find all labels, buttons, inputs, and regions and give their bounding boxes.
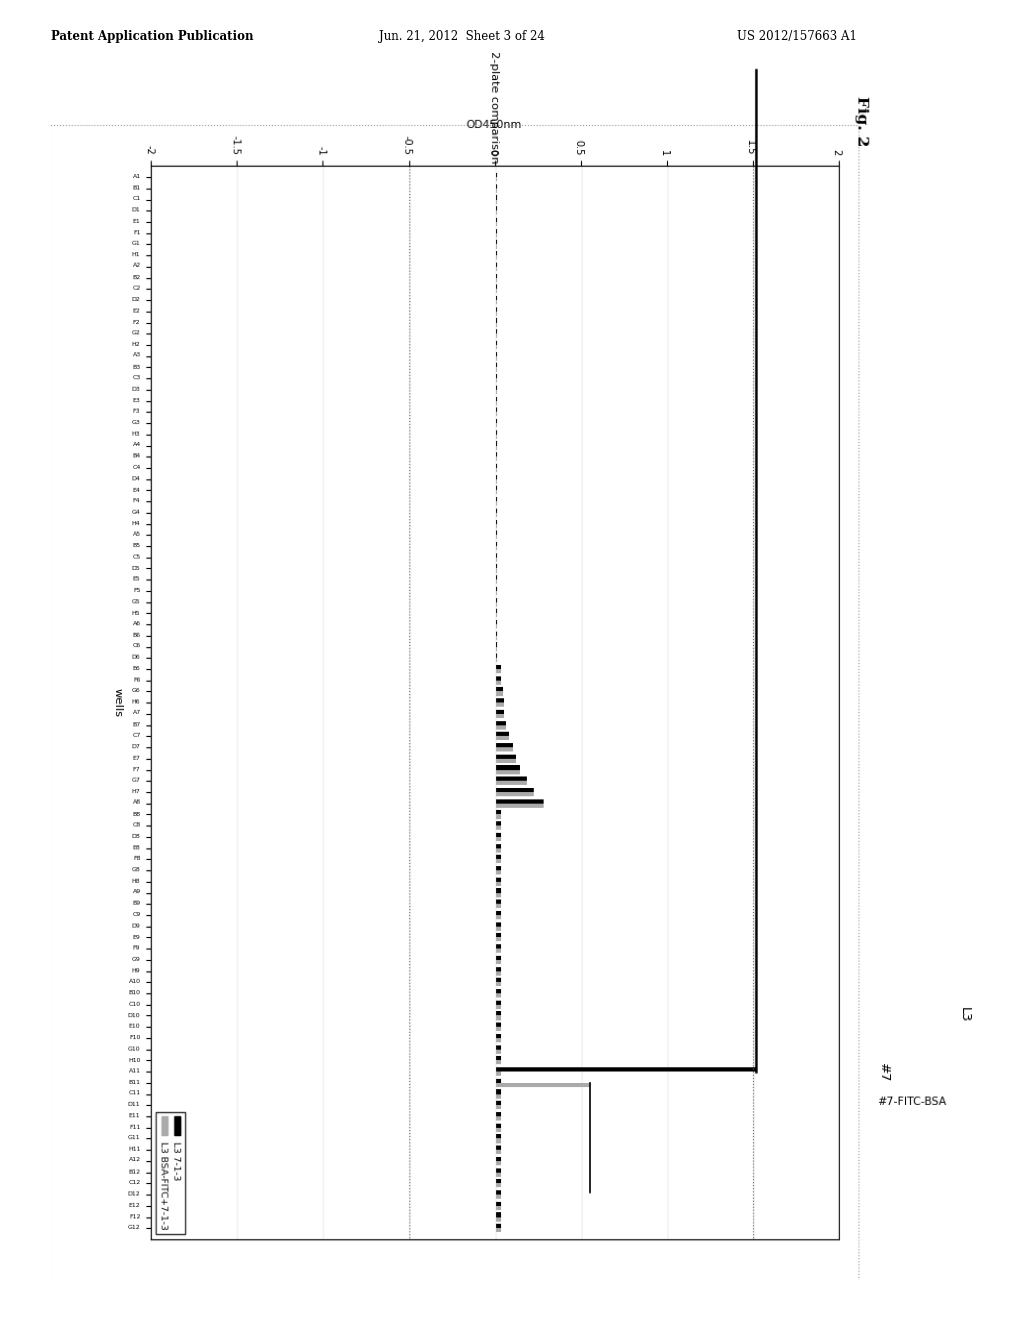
Text: US 2012/157663 A1: US 2012/157663 A1: [737, 30, 857, 44]
Text: Patent Application Publication: Patent Application Publication: [51, 30, 254, 44]
Text: Jun. 21, 2012  Sheet 3 of 24: Jun. 21, 2012 Sheet 3 of 24: [379, 30, 545, 44]
